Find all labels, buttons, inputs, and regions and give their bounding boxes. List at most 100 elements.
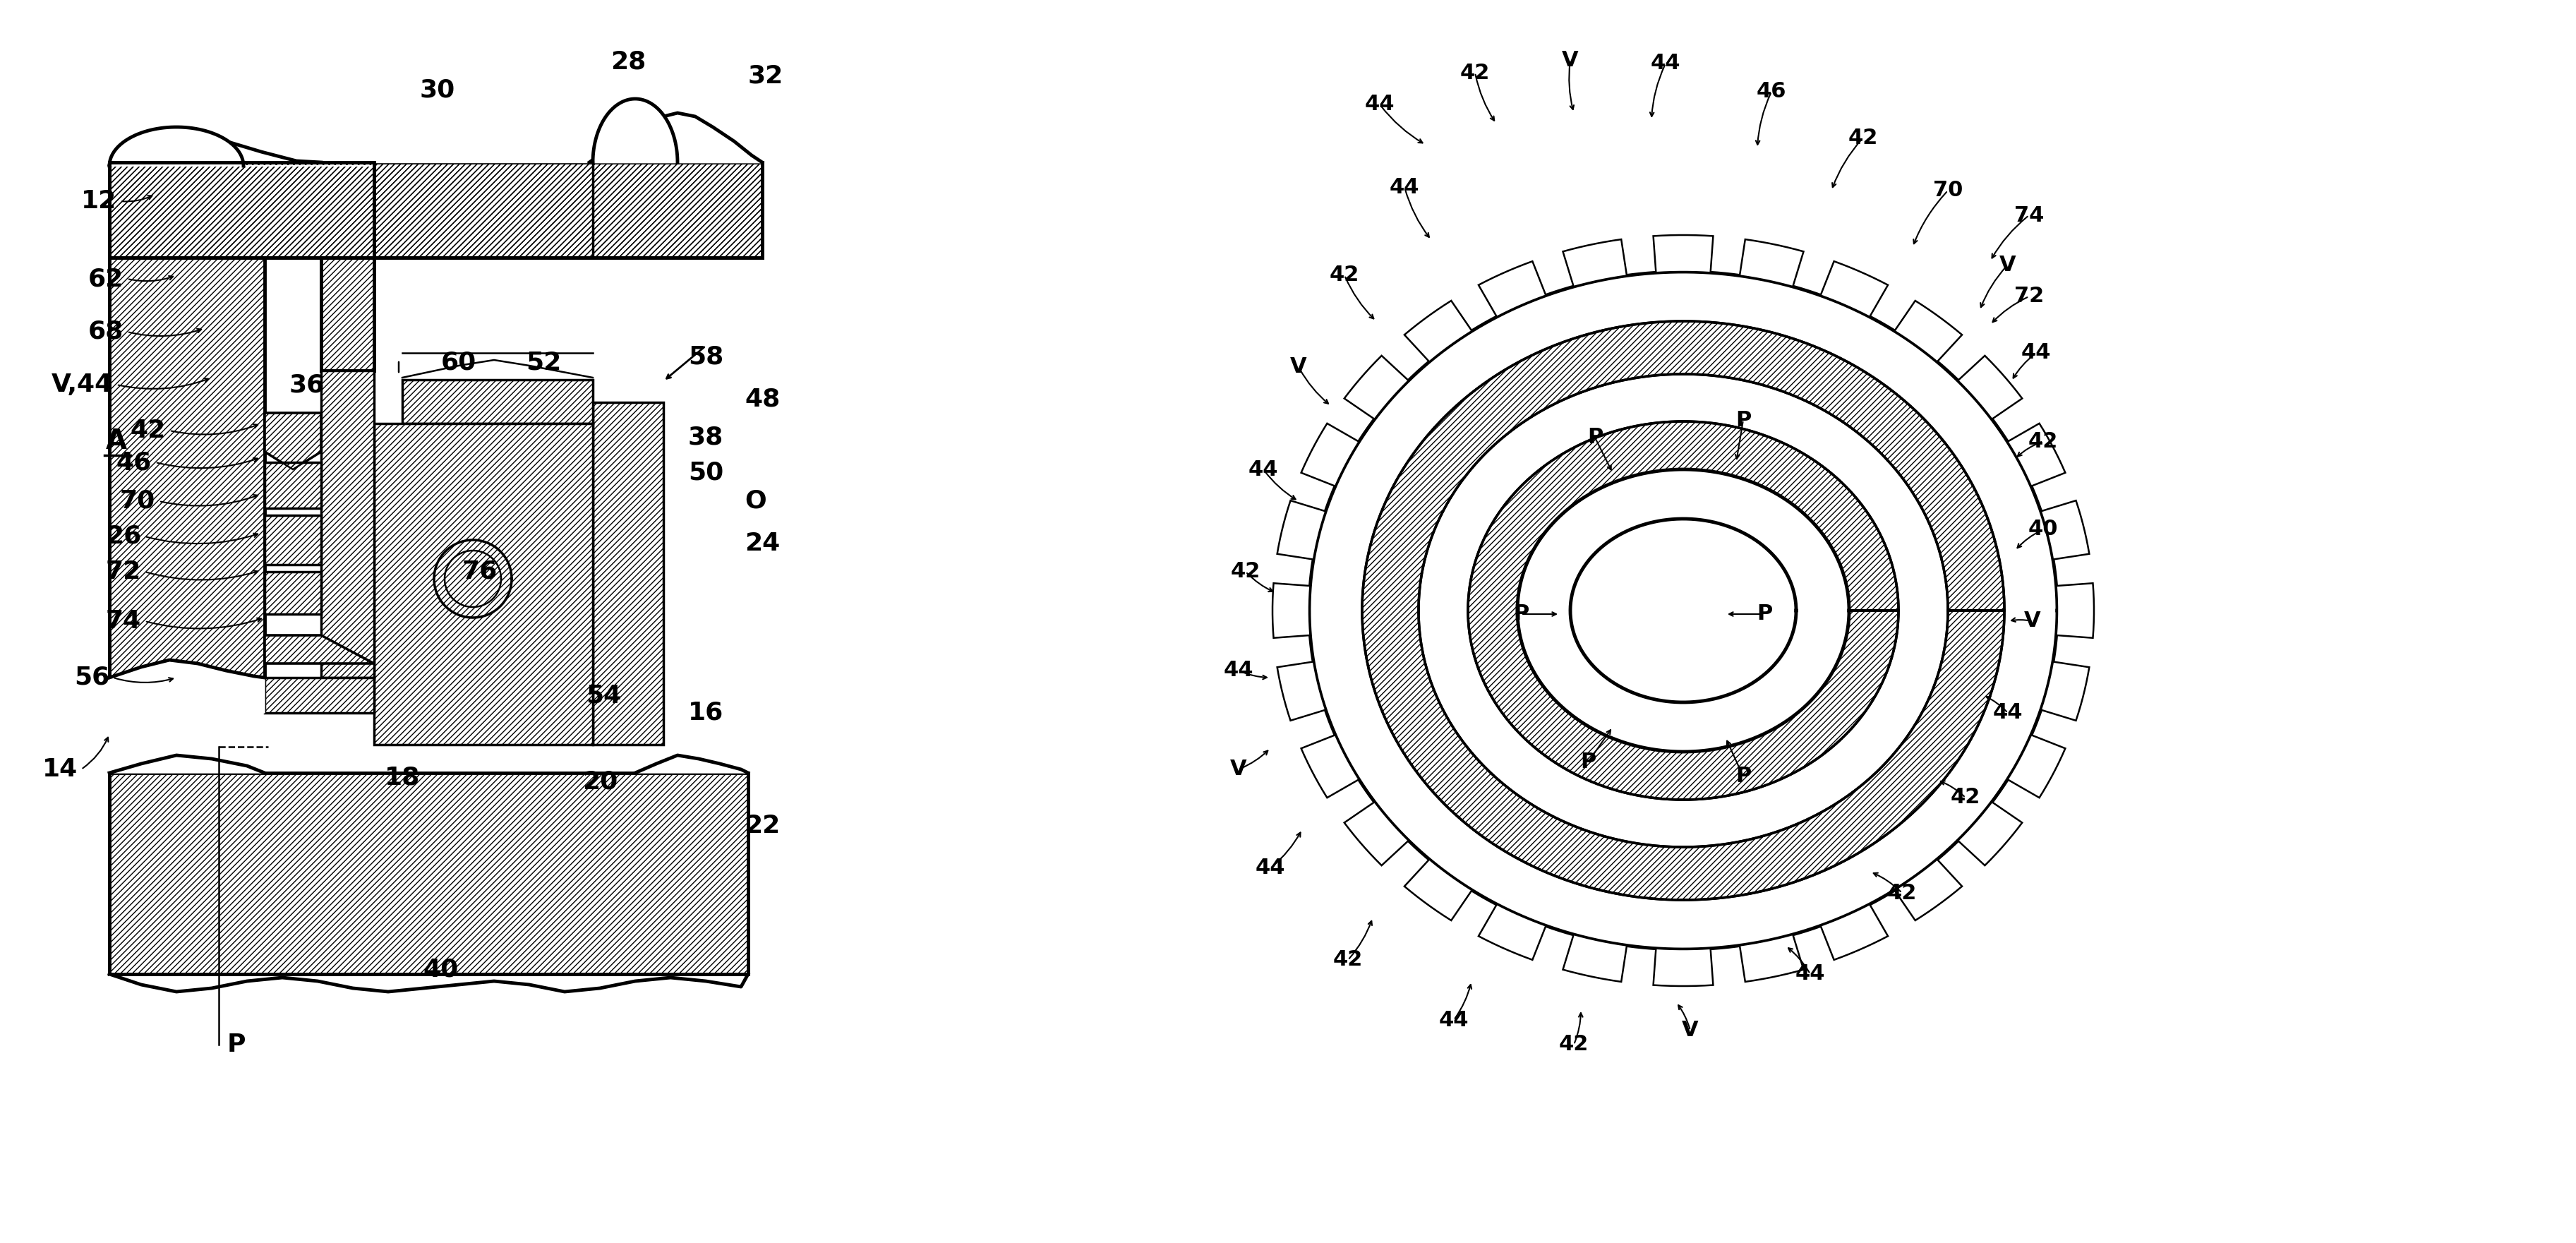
Polygon shape (1479, 905, 1546, 960)
Text: 44: 44 (1440, 1009, 1468, 1030)
Polygon shape (265, 635, 374, 664)
Polygon shape (108, 127, 374, 165)
Polygon shape (592, 403, 665, 745)
Polygon shape (1654, 948, 1713, 986)
Text: 16: 16 (688, 701, 724, 725)
Polygon shape (108, 163, 762, 370)
Polygon shape (1893, 859, 1963, 920)
Polygon shape (1958, 802, 2022, 865)
Text: 44: 44 (1249, 459, 1278, 480)
Text: 44: 44 (1388, 177, 1419, 198)
Polygon shape (1404, 301, 1471, 362)
Polygon shape (2007, 735, 2066, 798)
Polygon shape (108, 660, 265, 713)
Text: 50: 50 (688, 461, 724, 485)
Text: 60: 60 (440, 351, 477, 374)
Text: 42: 42 (1231, 562, 1260, 582)
Polygon shape (108, 975, 747, 1009)
Polygon shape (1564, 240, 1628, 287)
Polygon shape (374, 424, 592, 745)
Polygon shape (1301, 424, 1360, 486)
Text: 32: 32 (747, 65, 783, 88)
Text: 40: 40 (422, 957, 459, 981)
Polygon shape (2007, 424, 2066, 486)
Polygon shape (322, 257, 374, 370)
Text: 26: 26 (106, 525, 142, 548)
Polygon shape (636, 756, 747, 773)
Text: 22: 22 (744, 814, 781, 838)
Text: 44: 44 (2022, 343, 2050, 363)
Text: O: O (744, 490, 765, 513)
Text: 42: 42 (2027, 431, 2058, 451)
Text: 74: 74 (2014, 205, 2043, 225)
Text: 62: 62 (88, 267, 124, 291)
Polygon shape (2056, 583, 2094, 638)
Polygon shape (108, 756, 265, 773)
Polygon shape (2040, 661, 2089, 721)
Polygon shape (108, 163, 374, 257)
Text: 44: 44 (1224, 660, 1255, 681)
Text: 12: 12 (80, 189, 116, 213)
Polygon shape (1739, 935, 1803, 982)
Text: 42: 42 (1847, 127, 1878, 148)
Text: 54: 54 (585, 684, 621, 707)
Polygon shape (265, 572, 322, 614)
Polygon shape (1260, 222, 2107, 999)
Polygon shape (402, 380, 592, 424)
Text: V: V (2025, 610, 2040, 631)
Text: 44: 44 (1795, 963, 1826, 984)
Polygon shape (2040, 501, 2089, 559)
Text: 42: 42 (1332, 950, 1363, 971)
Text: 42: 42 (131, 419, 165, 443)
Polygon shape (1739, 240, 1803, 287)
Polygon shape (1654, 235, 1713, 272)
Text: 44: 44 (1255, 858, 1285, 879)
Text: 42: 42 (1461, 62, 1489, 83)
Polygon shape (265, 462, 322, 508)
Text: 24: 24 (744, 532, 781, 556)
Text: 68: 68 (88, 319, 124, 344)
Text: V: V (1682, 1021, 1698, 1040)
Text: 76: 76 (461, 559, 497, 584)
Polygon shape (265, 677, 374, 713)
Polygon shape (322, 370, 374, 677)
Polygon shape (1821, 905, 1888, 960)
Text: 74: 74 (106, 609, 142, 633)
Polygon shape (1278, 501, 1327, 559)
Text: P: P (1736, 410, 1752, 430)
Text: 18: 18 (384, 766, 420, 789)
Text: 52: 52 (526, 351, 562, 374)
Polygon shape (265, 413, 322, 470)
Text: 20: 20 (582, 769, 618, 793)
Polygon shape (1404, 859, 1471, 920)
Text: 30: 30 (420, 78, 456, 102)
Polygon shape (1893, 301, 1963, 362)
Text: 46: 46 (116, 450, 152, 475)
Text: V,44: V,44 (52, 373, 113, 397)
Text: 72: 72 (2014, 286, 2043, 307)
Polygon shape (1273, 583, 1311, 638)
Text: 72: 72 (106, 559, 142, 584)
Text: 42: 42 (1888, 883, 1917, 904)
Text: 48: 48 (744, 387, 781, 410)
Polygon shape (1345, 802, 1409, 865)
Text: 42: 42 (1329, 265, 1360, 286)
Text: V: V (1291, 357, 1306, 378)
Text: 46: 46 (1757, 82, 1785, 102)
Text: 44: 44 (1651, 53, 1680, 73)
Polygon shape (1468, 421, 1899, 799)
Text: 70: 70 (121, 490, 155, 513)
Text: 14: 14 (41, 757, 77, 782)
Polygon shape (1564, 935, 1628, 982)
Polygon shape (1301, 735, 1360, 798)
Polygon shape (108, 773, 747, 975)
Polygon shape (592, 99, 677, 163)
Text: 44: 44 (1365, 94, 1394, 114)
Text: P: P (1757, 604, 1772, 624)
Text: 40: 40 (2027, 520, 2058, 539)
Polygon shape (108, 257, 265, 677)
Text: 28: 28 (611, 50, 647, 75)
Polygon shape (265, 516, 322, 564)
Text: 44: 44 (1994, 702, 2022, 723)
Polygon shape (1479, 261, 1546, 317)
